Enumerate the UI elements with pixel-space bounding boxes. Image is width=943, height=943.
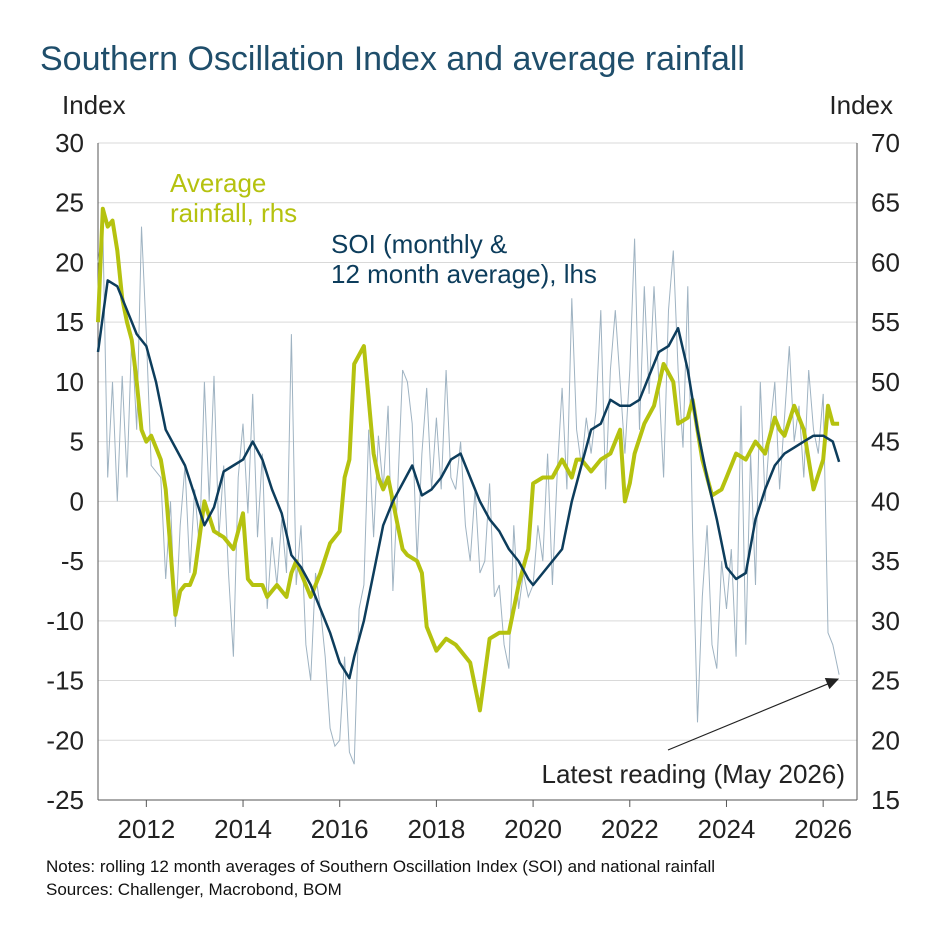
y-tick-label-right: 65	[871, 188, 900, 218]
series-line-soi-monthly	[97, 226, 840, 765]
y-tick-label-left: 25	[55, 188, 84, 218]
y-tick-label-left: 20	[55, 247, 84, 277]
y-tick-label-left: 0	[70, 486, 84, 516]
y-tick-label-right: 70	[871, 128, 900, 158]
y-tick-label-right: 60	[871, 247, 900, 277]
y-tick-label-left: 30	[55, 128, 84, 158]
y-tick-label-right: 45	[871, 427, 900, 457]
x-tick-label: 2024	[698, 814, 756, 844]
y-tick-label-left: -5	[61, 546, 84, 576]
annotation-rainfall: Average rainfall, rhs	[170, 168, 297, 228]
annotation-arrowhead	[824, 678, 840, 690]
y-tick-label-left: -15	[46, 666, 84, 696]
y-tick-label-left: 10	[55, 367, 84, 397]
right-axis-unit: Index	[829, 90, 893, 120]
y-tick-label-right: 25	[871, 666, 900, 696]
y-tick-label-right: 30	[871, 606, 900, 636]
y-tick-label-left: 15	[55, 307, 84, 337]
y-tick-label-left: -10	[46, 606, 84, 636]
x-tick-label: 2014	[214, 814, 272, 844]
left-axis-unit: Index	[62, 90, 126, 120]
y-tick-label-right: 50	[871, 367, 900, 397]
y-tick-label-left: 5	[70, 427, 84, 457]
annotation-latest-reading: Latest reading (May 2026)	[541, 759, 845, 789]
x-tick-label: 2026	[794, 814, 852, 844]
y-tick-label-right: 15	[871, 785, 900, 815]
y-tick-label-right: 40	[871, 486, 900, 516]
y-tick-label-left: -25	[46, 785, 84, 815]
series-line-soi-average	[96, 279, 841, 680]
annotation-soi: SOI (monthly & 12 month average), lhs	[331, 229, 597, 289]
x-tick-label: 2018	[407, 814, 465, 844]
x-tick-label: 2016	[311, 814, 369, 844]
y-tick-label-right: 55	[871, 307, 900, 337]
x-tick-label: 2012	[117, 814, 175, 844]
annotation-arrow-line	[667, 682, 832, 751]
sources-text: Sources: Challenger, Macrobond, BOM	[46, 880, 342, 899]
x-tick-label: 2022	[601, 814, 659, 844]
notes-text: Notes: rolling 12 month averages of Sout…	[46, 857, 716, 876]
y-tick-label-right: 35	[871, 546, 900, 576]
chart-title: Southern Oscillation Index and average r…	[40, 40, 745, 78]
x-tick-label: 2020	[504, 814, 562, 844]
y-tick-label-left: -20	[46, 725, 84, 755]
chart-notes: Notes: rolling 12 month averages of Sout…	[46, 855, 715, 901]
y-tick-label-right: 20	[871, 725, 900, 755]
